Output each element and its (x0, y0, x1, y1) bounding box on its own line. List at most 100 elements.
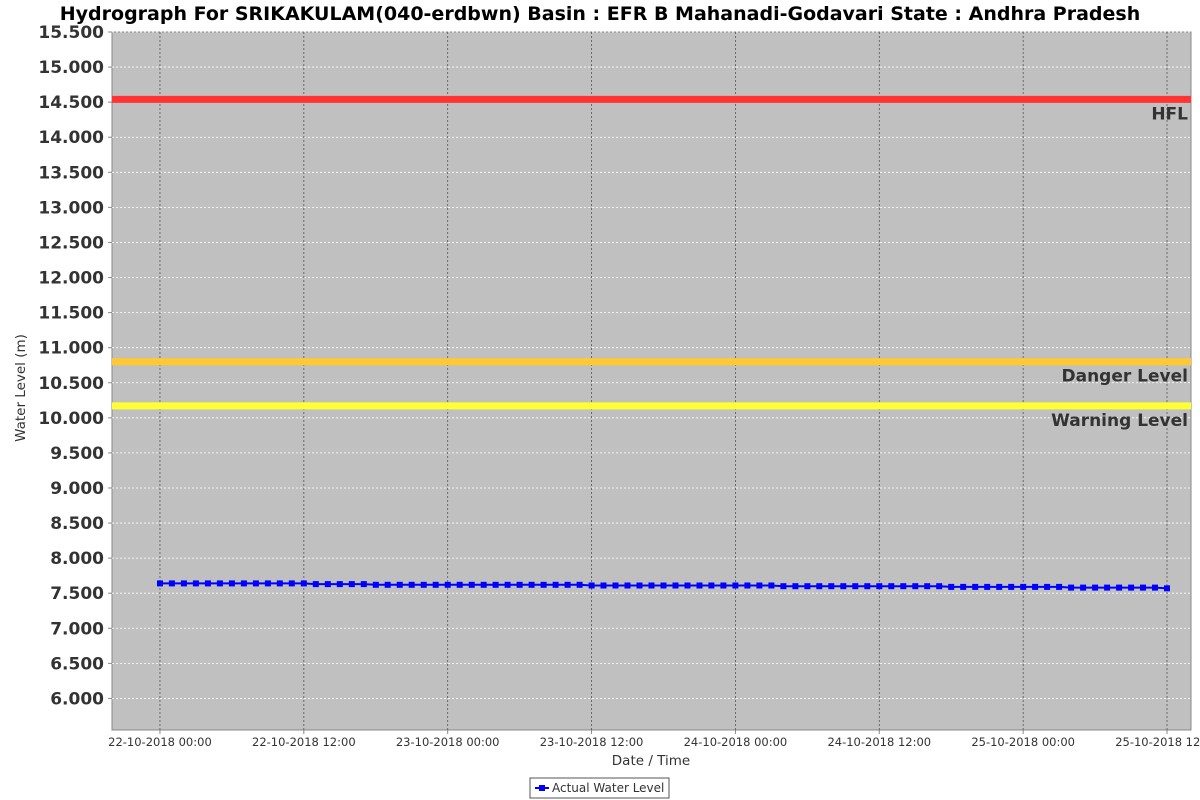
data-point (1140, 584, 1146, 591)
data-point (624, 582, 631, 589)
y-tick-label: 10.500 (38, 374, 104, 394)
vertical-gridlines (159, 32, 1168, 730)
data-point (492, 581, 499, 588)
data-point (480, 581, 487, 588)
data-point (960, 583, 967, 590)
y-tick-label: 8.500 (50, 514, 104, 534)
data-point (312, 581, 319, 588)
data-point (864, 583, 871, 590)
y-axis-ticks: 15.500 15.000 14.500 14.000 13.500 13.000 12.5… (38, 23, 112, 709)
data-point (900, 583, 907, 590)
data-point (300, 580, 307, 587)
legend: Actual Water Level (529, 777, 670, 799)
y-tick-label: 14.000 (38, 128, 104, 148)
data-point (252, 580, 259, 587)
data-point (1080, 584, 1087, 591)
plot-area (111, 31, 1192, 731)
data-point (1092, 584, 1099, 591)
legend-box (529, 777, 670, 799)
y-tick-label: 12.000 (38, 269, 104, 289)
threshold-label: Warning Level (1051, 411, 1188, 431)
data-point (948, 583, 955, 590)
y-tick-label: 13.000 (38, 198, 104, 218)
data-point (588, 582, 595, 589)
data-point (804, 583, 811, 590)
data-point (396, 581, 403, 588)
data-point (1020, 583, 1027, 590)
data-point (192, 580, 199, 587)
y-tick-label: 11.000 (38, 339, 104, 359)
data-point (468, 581, 475, 588)
data-point (228, 580, 235, 587)
data-point (1152, 584, 1158, 591)
data-point (744, 582, 751, 589)
x-axis-ticks: 22-10-2018 00:00 22-10-2018 12:00 23-10-20… (108, 730, 1200, 749)
legend-label: Actual Water Level (552, 781, 664, 795)
y-tick-label: 7.000 (50, 619, 104, 639)
data-point (1032, 583, 1039, 590)
data-point (660, 582, 667, 589)
y-tick-label: 14.500 (38, 93, 104, 113)
y-tick-label: 13.500 (38, 163, 104, 183)
data-point (1104, 584, 1111, 591)
data-point (180, 580, 187, 587)
data-point (384, 581, 391, 588)
data-point (1116, 584, 1123, 591)
data-point (792, 583, 799, 590)
data-point (1068, 584, 1075, 591)
data-point (600, 582, 607, 589)
y-tick-label: 15.500 (38, 23, 104, 43)
x-axis-label: Date / Time (612, 753, 690, 769)
data-point (888, 583, 895, 590)
data-point (756, 582, 763, 589)
y-tick-label: 9.000 (50, 479, 104, 499)
x-tick-label: 23-10-2018 12:00 (540, 735, 644, 749)
data-point (157, 580, 163, 587)
data-point (324, 581, 331, 588)
data-point (1008, 583, 1015, 590)
data-point (288, 580, 295, 587)
data-point (996, 583, 1003, 590)
series-actual-water-level (157, 580, 1170, 592)
data-point (456, 581, 463, 588)
data-point (912, 583, 919, 590)
data-point (636, 582, 643, 589)
y-tick-label: 9.500 (50, 444, 104, 464)
threshold-label: HFL (1151, 104, 1188, 124)
data-point (924, 583, 931, 590)
data-point (768, 582, 775, 589)
data-point (1044, 583, 1051, 590)
x-tick-label: 25-10-2018 00:00 (971, 735, 1075, 749)
x-tick-label: 24-10-2018 12:00 (827, 735, 931, 749)
data-point (420, 581, 427, 588)
x-tick-label: 24-10-2018 00:00 (684, 735, 788, 749)
data-point (696, 582, 703, 589)
data-point (204, 580, 211, 587)
data-point (552, 581, 559, 588)
y-tick-label: 6.000 (50, 689, 104, 709)
data-point (1164, 585, 1170, 592)
data-point (348, 581, 355, 588)
data-point (264, 580, 271, 587)
data-point (828, 583, 835, 590)
data-point (1128, 584, 1135, 591)
data-point (1056, 583, 1063, 590)
data-point (708, 582, 715, 589)
chart-title: Hydrograph For SRIKAKULAM(040-erdbwn) Ba… (60, 3, 1140, 25)
data-point (648, 582, 655, 589)
data-point (972, 583, 979, 590)
data-point (564, 581, 571, 588)
y-tick-label: 15.000 (38, 58, 104, 78)
data-point (732, 582, 739, 589)
y-tick-label: 7.500 (50, 584, 104, 604)
data-point (216, 580, 223, 587)
data-point (540, 581, 547, 588)
threshold-label: Danger Level (1062, 367, 1189, 387)
data-point (936, 583, 943, 590)
data-point (432, 581, 439, 588)
data-point (780, 583, 787, 590)
data-point (360, 581, 367, 588)
data-point (372, 581, 379, 588)
x-tick-label: 23-10-2018 00:00 (396, 735, 500, 749)
data-point (984, 583, 991, 590)
